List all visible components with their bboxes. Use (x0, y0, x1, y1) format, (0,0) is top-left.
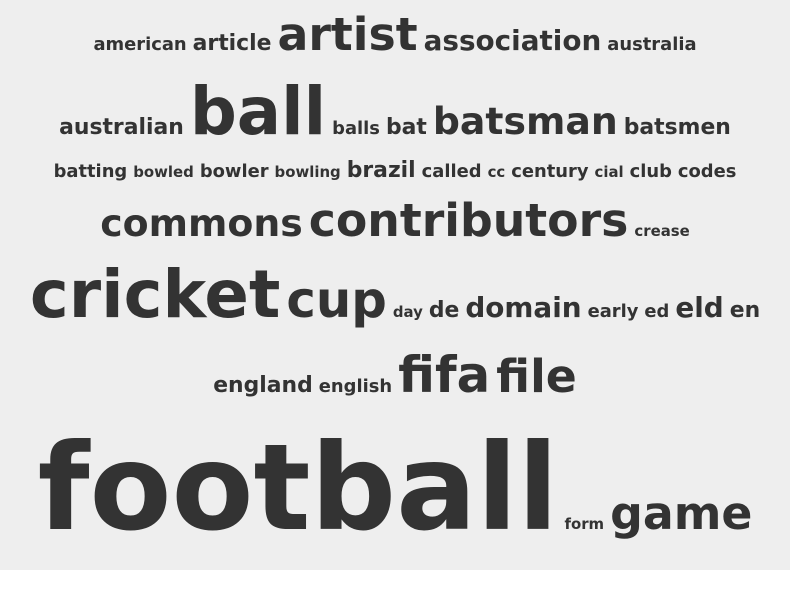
word-batsmen[interactable]: batsmen (623, 114, 731, 140)
word-crease[interactable]: crease (634, 222, 690, 241)
word-form[interactable]: form (564, 514, 605, 533)
word-batting[interactable]: batting (53, 161, 128, 183)
word-ed[interactable]: ed (644, 300, 670, 322)
word-australia[interactable]: australia (607, 34, 697, 56)
word-football[interactable]: football (37, 418, 559, 558)
word-en[interactable]: en (729, 297, 761, 323)
word-bowled[interactable]: bowled (133, 163, 194, 182)
word-row: american article artist association australi… (0, 12, 790, 58)
word-early[interactable]: early (587, 300, 639, 322)
word-bowler[interactable]: bowler (199, 161, 269, 183)
word-brazil[interactable]: brazil (346, 158, 416, 184)
word-de[interactable]: de (428, 297, 460, 323)
word-fifa[interactable]: fifa (398, 346, 491, 404)
word-codes[interactable]: codes (677, 161, 737, 183)
word-row: cricket cup day de domain early ed eld en (0, 256, 790, 333)
word-domain[interactable]: domain (465, 290, 582, 324)
word-cial[interactable]: cial (594, 163, 624, 182)
word-century[interactable]: century (511, 161, 589, 183)
word-article[interactable]: article (192, 31, 272, 57)
word-day[interactable]: day (392, 302, 423, 321)
word-cricket[interactable]: cricket (29, 256, 281, 333)
word-australian[interactable]: australian (59, 114, 184, 140)
word-association[interactable]: association (423, 24, 602, 58)
word-english[interactable]: english (318, 376, 393, 397)
word-contributors[interactable]: contributors (308, 194, 629, 248)
word-artist[interactable]: artist (277, 8, 418, 62)
word-balls[interactable]: balls (332, 117, 380, 139)
word-cloud: american article artist association australi… (0, 0, 790, 570)
word-file[interactable]: file (496, 350, 577, 403)
word-american[interactable]: american (93, 34, 187, 56)
word-row: england english fifa file (0, 346, 790, 404)
word-row: batting bowled bowler bowling brazil called cc… (0, 160, 790, 182)
word-row: commons contributors crease (0, 198, 790, 244)
word-game[interactable]: game (610, 486, 753, 540)
word-bowling[interactable]: bowling (274, 163, 341, 182)
word-row: football form game (0, 418, 790, 558)
word-bat[interactable]: bat (385, 114, 427, 140)
word-commons[interactable]: commons (100, 201, 303, 246)
word-england[interactable]: england (213, 373, 313, 398)
word-club[interactable]: club (629, 161, 672, 183)
word-row: australian ball balls bat batsman batsmen (0, 73, 790, 150)
word-cup[interactable]: cup (286, 270, 387, 329)
word-batsman[interactable]: batsman (432, 98, 618, 143)
word-called[interactable]: called (421, 161, 482, 183)
word-eld[interactable]: eld (675, 290, 724, 324)
word-cc[interactable]: cc (487, 163, 506, 182)
word-ball[interactable]: ball (189, 73, 327, 150)
